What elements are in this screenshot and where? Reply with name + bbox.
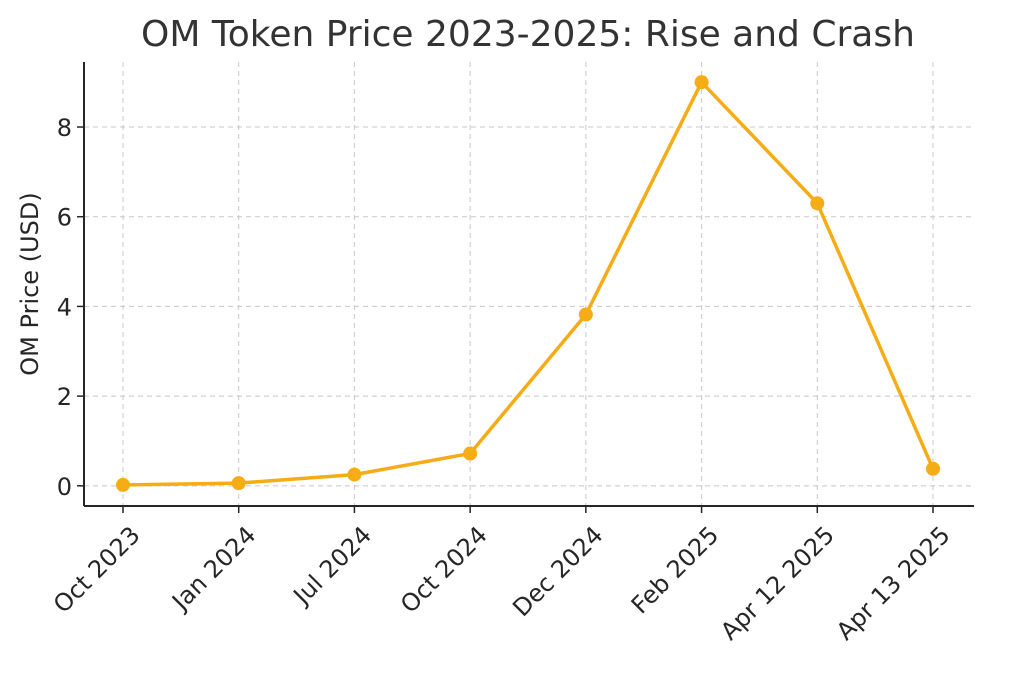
series-line <box>121 80 935 487</box>
x-tick-label: Feb 2025 <box>626 521 724 619</box>
y-tick-label: 2 <box>57 383 72 411</box>
chart-title: OM Token Price 2023-2025: Rise and Crash <box>141 14 915 55</box>
x-tick-label: Jan 2024 <box>165 521 261 617</box>
x-ticks: Oct 2023 Jan 2024 Jul 2024 Oct 2024 Dec 2024… <box>48 506 956 646</box>
x-tick-label: Apr 13 2025 <box>831 521 956 646</box>
data-point <box>116 477 130 492</box>
y-tick-label: 6 <box>57 204 72 232</box>
x-tick-label: Jul 2024 <box>287 521 377 611</box>
data-point <box>347 467 362 482</box>
axes <box>83 62 974 507</box>
y-tick-label: 0 <box>57 473 72 501</box>
data-point <box>694 75 709 90</box>
data-point <box>578 307 593 322</box>
y-tick-label: 4 <box>57 293 72 321</box>
x-tick-label: Dec 2024 <box>507 521 608 622</box>
x-tick-label: Apr 12 2025 <box>715 521 840 646</box>
data-point <box>463 446 478 461</box>
x-tick-label: Oct 2023 <box>48 521 146 619</box>
data-point <box>810 196 825 211</box>
price-series <box>116 75 940 492</box>
grid <box>84 62 974 506</box>
y-ticks: 0 2 4 6 8 <box>57 114 84 501</box>
data-point <box>926 461 940 476</box>
y-tick-label: 8 <box>57 114 72 142</box>
y-axis-label: OM Price (USD) <box>16 192 44 375</box>
x-tick-label: Oct 2024 <box>395 521 493 619</box>
data-point <box>231 476 246 491</box>
